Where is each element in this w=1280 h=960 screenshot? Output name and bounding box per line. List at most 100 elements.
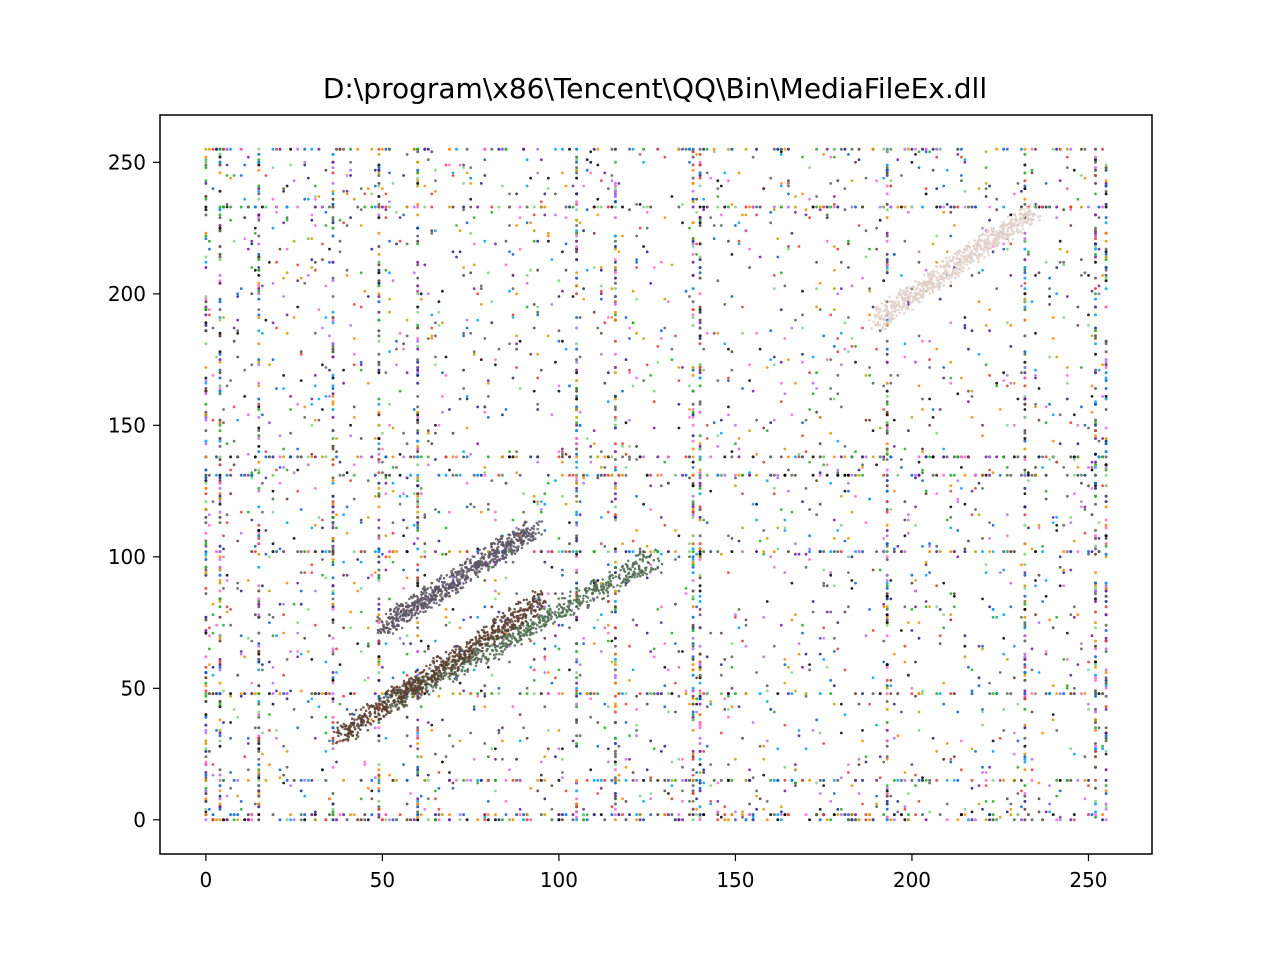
scatter-point xyxy=(765,700,769,703)
scatter-point xyxy=(1090,513,1094,517)
scatter-point xyxy=(331,260,335,264)
scatter-point xyxy=(1087,484,1090,488)
scatter-point xyxy=(988,765,991,769)
scatter-point xyxy=(688,778,691,782)
scatter-point xyxy=(543,605,547,609)
scatter-point xyxy=(698,600,702,603)
scatter-point xyxy=(222,316,225,319)
scatter-point xyxy=(808,547,811,551)
scatter-point xyxy=(536,778,540,782)
scatter-point xyxy=(1005,692,1009,695)
scatter-point xyxy=(737,608,741,611)
scatter-point xyxy=(331,384,335,388)
scatter-point xyxy=(727,534,730,538)
scatter-point xyxy=(204,231,208,235)
scatter-point xyxy=(377,534,381,538)
scatter-point xyxy=(320,550,324,554)
scatter-point xyxy=(808,663,811,666)
scatter-point xyxy=(257,258,261,262)
scatter-point xyxy=(582,229,585,233)
scatter-point xyxy=(1002,652,1006,656)
scatter-point xyxy=(253,613,257,617)
scatter-point xyxy=(299,652,303,656)
scatter-point xyxy=(691,181,695,185)
scatter-point xyxy=(885,605,889,609)
scatter-point xyxy=(243,216,247,220)
scatter-point xyxy=(1097,292,1101,296)
scatter-point xyxy=(204,550,208,554)
scatter-point xyxy=(381,552,384,556)
scatter-point xyxy=(691,818,695,822)
scatter-point xyxy=(246,736,250,740)
scatter-point xyxy=(257,660,261,664)
scatter-point xyxy=(698,726,702,730)
scatter-point xyxy=(744,778,748,782)
scatter-point xyxy=(748,247,751,251)
scatter-point xyxy=(691,155,695,159)
scatter-point xyxy=(282,602,285,606)
scatter-point xyxy=(416,799,420,803)
scatter-point xyxy=(257,234,261,238)
scatter-point xyxy=(613,276,617,280)
scatter-point xyxy=(554,592,557,595)
scatter-point xyxy=(649,776,653,780)
scatter-point xyxy=(349,692,353,696)
scatter-point xyxy=(416,184,420,188)
scatter-point xyxy=(1094,352,1097,356)
scatter-point xyxy=(416,450,420,454)
scatter-point xyxy=(1012,192,1016,196)
scatter-point xyxy=(486,665,490,669)
scatter-point xyxy=(1062,263,1066,267)
scatter-point xyxy=(1005,797,1009,801)
scatter-point xyxy=(995,818,999,822)
scatter-point xyxy=(977,352,981,356)
scatter-point xyxy=(257,216,261,220)
scatter-point xyxy=(868,818,872,822)
scatter-point xyxy=(1023,300,1027,304)
scatter-point xyxy=(218,245,222,248)
scatter-point xyxy=(984,182,988,185)
scatter-point xyxy=(384,818,388,822)
scatter-point xyxy=(479,284,483,288)
scatter-point xyxy=(1023,678,1027,682)
scatter-point xyxy=(303,550,307,554)
scatter-point xyxy=(391,426,395,430)
scatter-point xyxy=(416,650,420,653)
scatter-point xyxy=(243,163,247,167)
scatter-point xyxy=(613,271,617,275)
scatter-point xyxy=(359,560,363,564)
scatter-point xyxy=(949,321,953,325)
scatter-point xyxy=(1002,613,1006,617)
scatter-point xyxy=(575,389,579,393)
scatter-point xyxy=(938,297,942,301)
scatter-point xyxy=(1104,650,1108,653)
scatter-point xyxy=(1023,202,1027,206)
scatter-point xyxy=(988,184,991,188)
scatter-point xyxy=(271,197,275,201)
scatter-point xyxy=(257,281,261,285)
scatter-point xyxy=(218,300,222,304)
scatter-point xyxy=(832,195,836,198)
scatter-point xyxy=(1023,626,1027,630)
scatter-point xyxy=(801,155,804,159)
scatter-point xyxy=(613,721,617,724)
scatter-point xyxy=(885,394,889,398)
scatter-point xyxy=(854,818,857,822)
scatter-point xyxy=(331,526,335,530)
scatter-point xyxy=(606,510,610,514)
scatter-point xyxy=(575,231,579,235)
scatter-point xyxy=(1094,260,1097,264)
scatter-point xyxy=(1023,402,1027,406)
scatter-point xyxy=(719,815,723,819)
scatter-point xyxy=(681,366,684,369)
scatter-point xyxy=(610,316,614,319)
scatter-point xyxy=(744,818,748,822)
scatter-point xyxy=(984,778,988,782)
scatter-point xyxy=(818,308,822,311)
scatter-point xyxy=(218,481,222,485)
scatter-point xyxy=(204,376,208,380)
scatter-point xyxy=(850,587,854,590)
scatter-point xyxy=(924,192,928,196)
scatter-point xyxy=(296,581,300,585)
scatter-point xyxy=(1072,539,1076,543)
